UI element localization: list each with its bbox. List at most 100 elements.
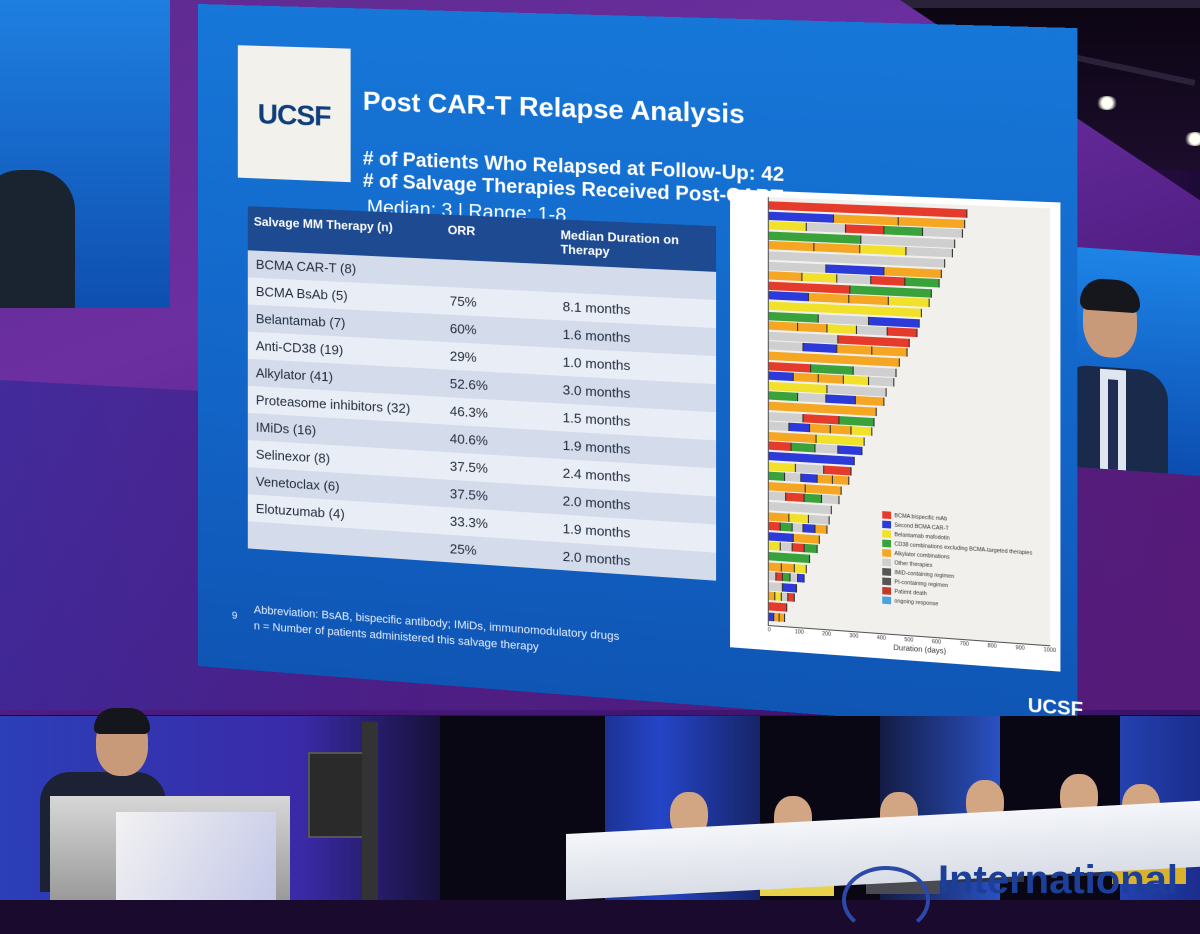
bar-segment bbox=[831, 425, 852, 435]
presenter-hair bbox=[94, 708, 150, 734]
bar-segment bbox=[794, 564, 807, 573]
legend-label: ongoing response bbox=[894, 598, 938, 607]
bar-segment bbox=[819, 314, 869, 325]
banner-text: International bbox=[938, 858, 1178, 903]
x-tick-label: 700 bbox=[960, 641, 969, 648]
bar-segment bbox=[769, 362, 811, 373]
bar-segment bbox=[839, 416, 874, 426]
bar-segment bbox=[805, 484, 842, 495]
legend-swatch bbox=[882, 521, 891, 529]
bar-segment bbox=[769, 492, 787, 501]
bar-segment bbox=[769, 602, 787, 612]
bar-segment bbox=[816, 525, 828, 534]
legend-swatch bbox=[882, 587, 891, 595]
legend-label: BCMA bispecific mAb bbox=[894, 512, 947, 522]
bar-segment bbox=[869, 377, 894, 387]
bar-segment bbox=[837, 275, 871, 285]
bar-segment bbox=[871, 276, 905, 286]
bar-segment bbox=[769, 221, 807, 231]
legend-swatch bbox=[882, 549, 891, 557]
bar-segment bbox=[769, 321, 798, 331]
bar-segment bbox=[769, 422, 790, 432]
swimmer-bar bbox=[769, 602, 787, 612]
bar-segment bbox=[769, 211, 834, 222]
bar-segment bbox=[794, 534, 819, 544]
bar-segment bbox=[838, 345, 873, 355]
bar-segment bbox=[798, 574, 805, 583]
bar-segment bbox=[769, 542, 781, 551]
legend-label: Alkylator combinations bbox=[894, 550, 949, 560]
bar-segment bbox=[858, 326, 888, 336]
swimmer-bar bbox=[769, 562, 807, 573]
swimmer-bar bbox=[769, 592, 795, 602]
bar-segment bbox=[789, 513, 809, 523]
bar-segment bbox=[769, 562, 782, 571]
bar-segment bbox=[834, 214, 899, 225]
bar-segment bbox=[769, 261, 826, 272]
bar-segment bbox=[783, 573, 790, 582]
bar-segment bbox=[792, 443, 815, 453]
legend-label: Belantamab mafodotin bbox=[894, 531, 949, 541]
legend-swatch bbox=[882, 568, 891, 576]
bar-segment bbox=[854, 366, 897, 377]
bar-segment bbox=[796, 463, 824, 473]
bar-segment bbox=[769, 271, 803, 281]
legend-swatch bbox=[882, 511, 891, 519]
bar-segment bbox=[810, 424, 831, 434]
podium-screen bbox=[116, 812, 276, 900]
bar-segment bbox=[804, 524, 816, 533]
bar-segment bbox=[869, 316, 920, 327]
bar-segment bbox=[855, 396, 884, 406]
bar-segment bbox=[924, 228, 963, 238]
bar-segment bbox=[807, 223, 846, 233]
x-tick-label: 800 bbox=[988, 643, 997, 650]
bar-segment bbox=[815, 444, 838, 454]
bar-segment bbox=[801, 474, 817, 483]
bar-segment bbox=[899, 217, 965, 228]
bar-segment bbox=[885, 226, 924, 236]
bar-segment bbox=[822, 495, 840, 504]
bar-segment bbox=[846, 225, 885, 235]
swimmer-bar bbox=[769, 572, 805, 583]
bar-segment bbox=[780, 523, 792, 532]
table-header: ORR bbox=[442, 214, 555, 264]
bar-segment bbox=[769, 291, 809, 301]
bar-segment bbox=[769, 372, 794, 382]
bar-segment bbox=[826, 264, 884, 275]
bar-segment bbox=[790, 573, 797, 582]
bar-segment bbox=[769, 582, 783, 591]
bar-segment bbox=[804, 494, 822, 503]
ucsf-logo: UCSF bbox=[238, 45, 351, 182]
x-axis-label: Duration (days) bbox=[893, 645, 946, 656]
bar-segment bbox=[769, 472, 785, 481]
swimmer-bar bbox=[769, 552, 810, 563]
bar-segment bbox=[860, 245, 906, 255]
bar-segment bbox=[780, 613, 785, 622]
stage-light bbox=[1184, 132, 1200, 146]
x-tick-label: 100 bbox=[795, 629, 804, 636]
legend-swatch bbox=[882, 530, 891, 538]
bar-segment bbox=[794, 373, 819, 383]
swimmer-plot: BCMA bispecific mAb Second BCMA CAR-T Bela… bbox=[730, 189, 1060, 671]
bar-segment bbox=[814, 243, 860, 253]
legend-swatch bbox=[882, 596, 891, 604]
legend-label: PI-containing regimen bbox=[894, 579, 948, 589]
bar-segment bbox=[805, 544, 817, 553]
bar-segment bbox=[769, 512, 789, 522]
x-tick-label: 0 bbox=[768, 627, 771, 633]
bar-segment bbox=[828, 324, 858, 334]
chart-legend: BCMA bispecific mAb Second BCMA CAR-T Bela… bbox=[882, 511, 1032, 616]
bar-segment bbox=[782, 563, 795, 572]
bar-segment bbox=[817, 475, 833, 484]
bar-segment bbox=[809, 293, 849, 303]
x-tick-label: 1000 bbox=[1044, 647, 1057, 654]
bar-segment bbox=[804, 414, 839, 424]
bar-segment bbox=[826, 395, 855, 405]
bar-segment bbox=[789, 423, 810, 433]
bar-segment bbox=[851, 426, 872, 436]
bar-segment bbox=[769, 572, 776, 581]
x-tick-label: 200 bbox=[822, 631, 831, 638]
table-header: Median Duration on Therapy bbox=[554, 219, 716, 272]
logo-text: UCSF bbox=[238, 97, 351, 133]
legend-label: Other therapies bbox=[894, 560, 932, 569]
